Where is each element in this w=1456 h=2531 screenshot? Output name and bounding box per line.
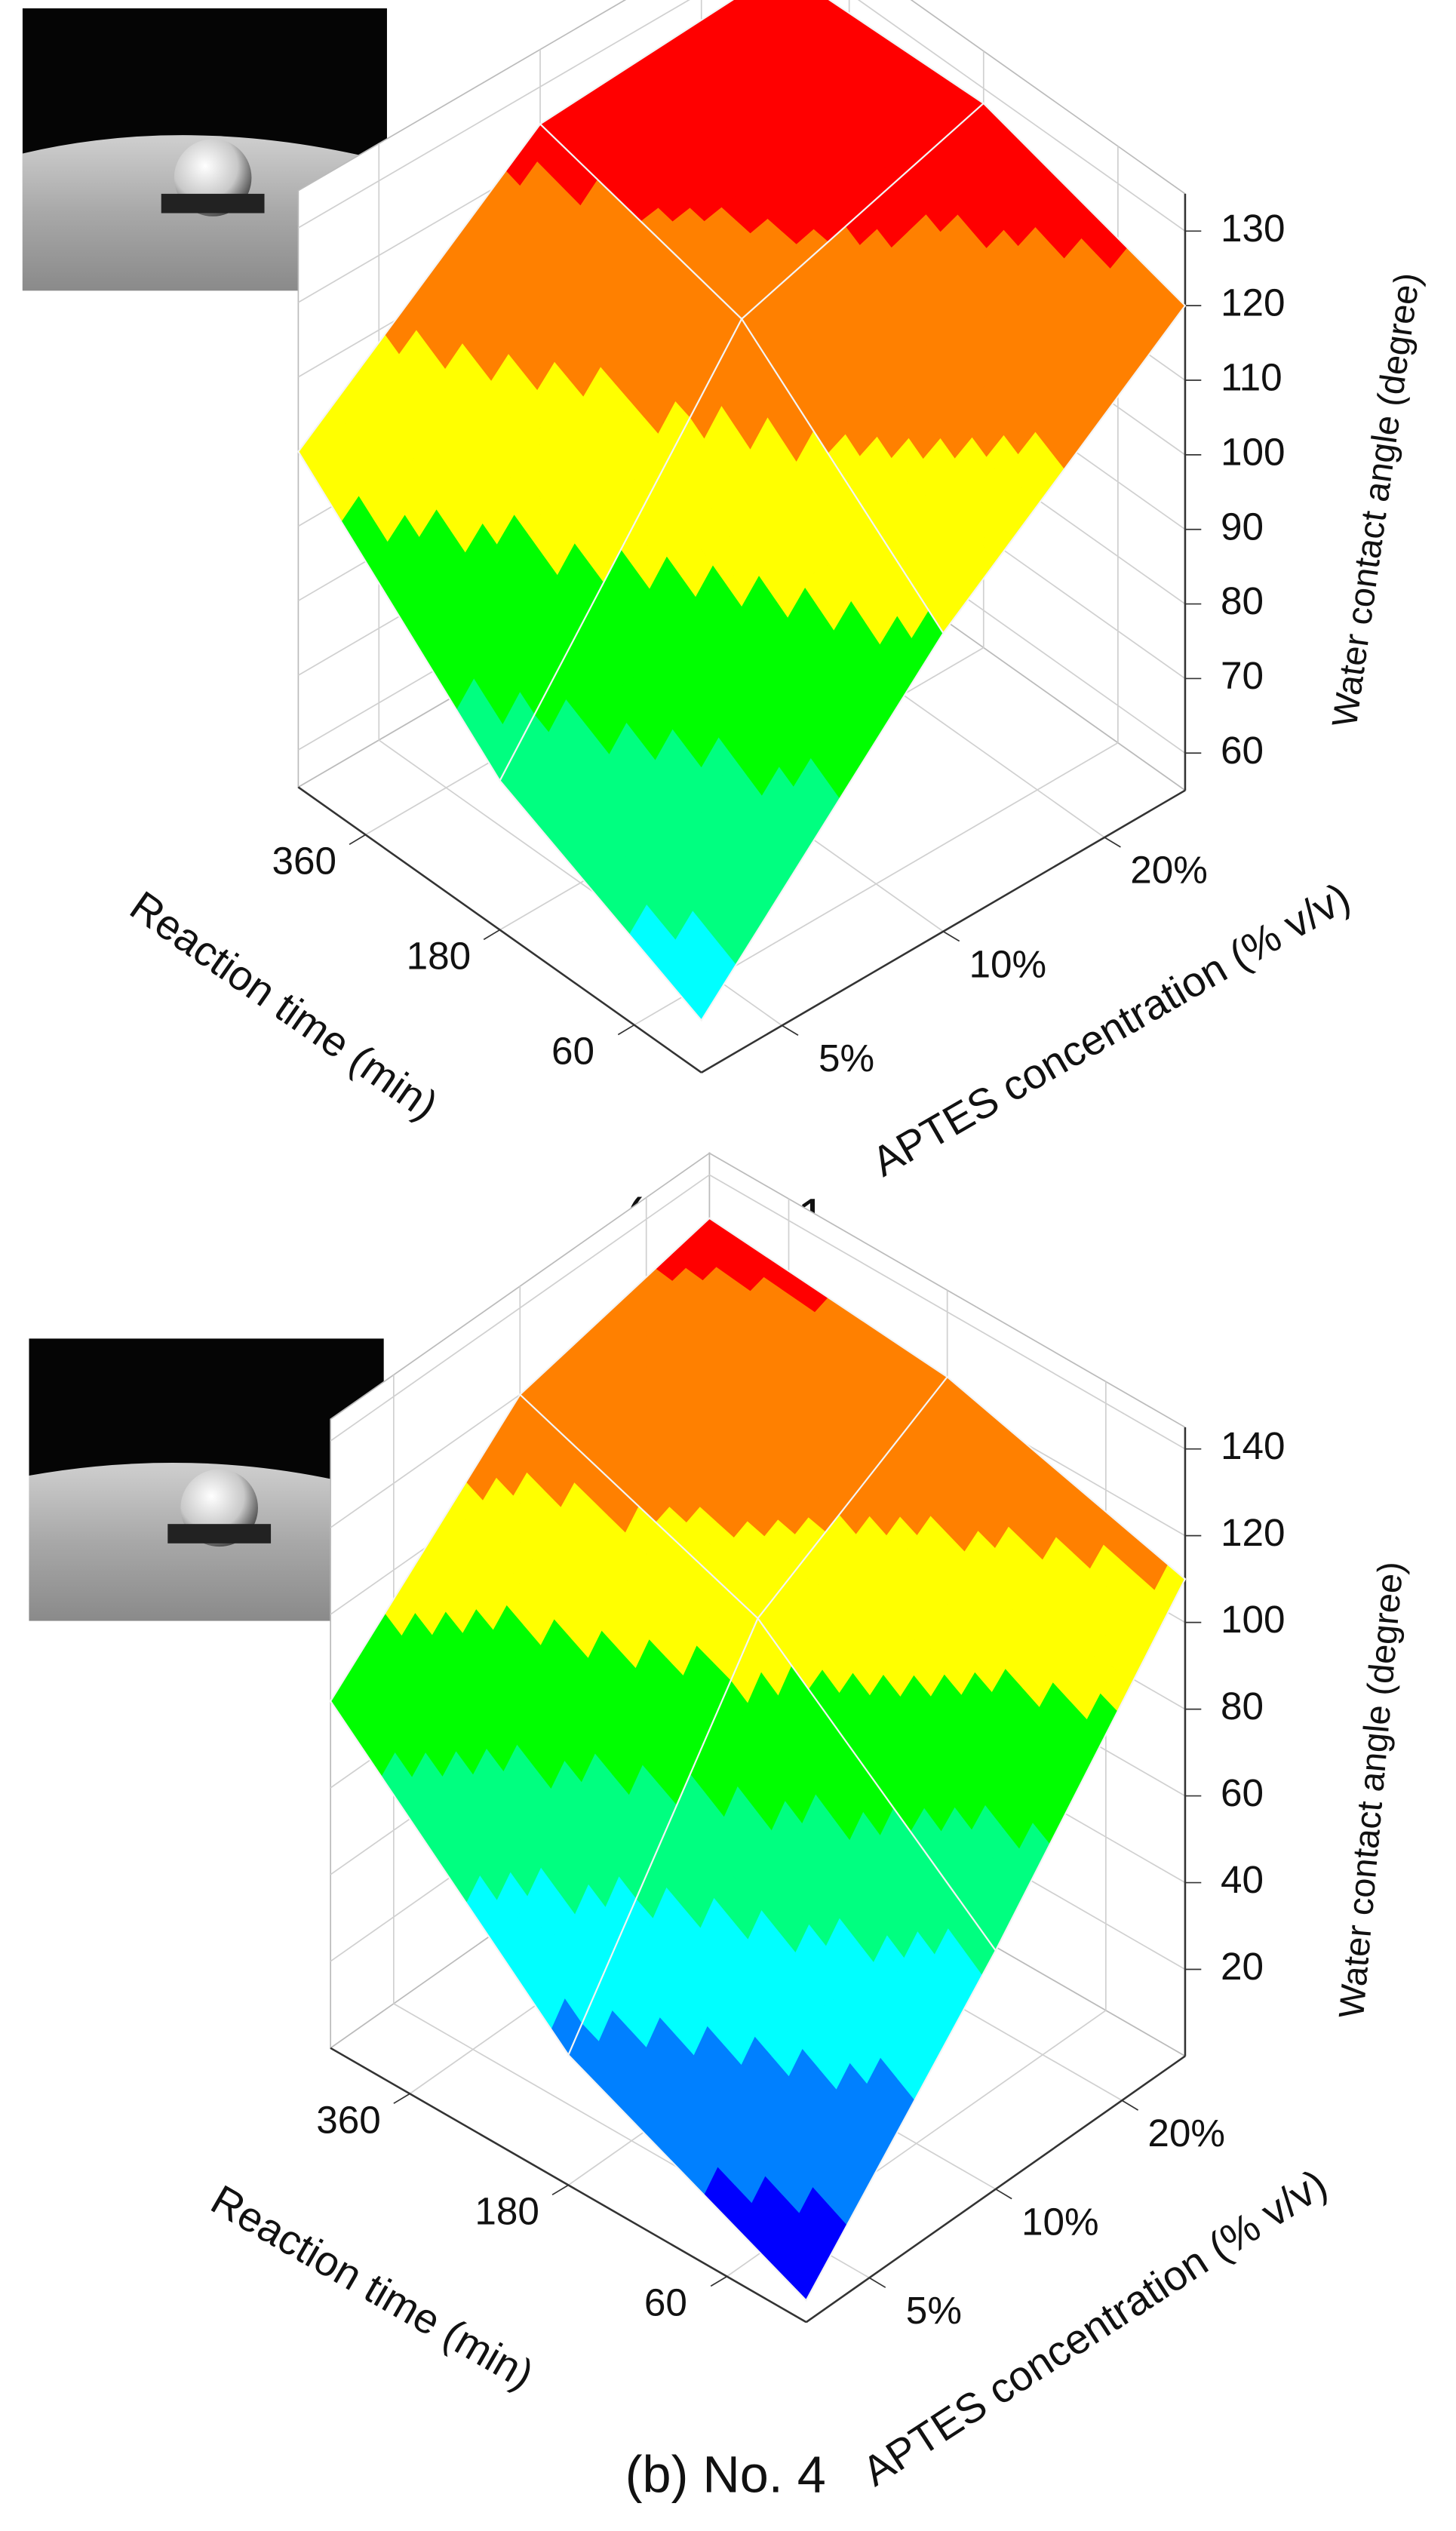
x-axis bbox=[297, 786, 702, 1074]
x-tick-label: 360 bbox=[272, 839, 336, 882]
x-tick bbox=[551, 2184, 569, 2196]
y-tick-label: 20% bbox=[1130, 849, 1208, 892]
y-tick bbox=[782, 1024, 799, 1036]
z-tick-label: 20 bbox=[1221, 1945, 1264, 1988]
x-tick-label: 60 bbox=[644, 2281, 687, 2324]
x-tick-label: 60 bbox=[551, 1030, 594, 1073]
z-grid-line bbox=[297, 0, 1186, 232]
surface-mesh bbox=[567, 1617, 997, 2302]
panel-caption: (b) No. 4 bbox=[625, 2447, 826, 2504]
inset-photo bbox=[29, 1338, 384, 1621]
surface-cell bbox=[329, 1393, 759, 2057]
z-tick-label: 100 bbox=[1221, 1598, 1286, 1641]
y-axis bbox=[701, 789, 1186, 1074]
surface-cell bbox=[539, 0, 985, 321]
y-tick bbox=[1104, 837, 1121, 848]
z-tick-label: 80 bbox=[1221, 579, 1264, 622]
surface-chart: 60 180 360 5% 10% 20% 60 70 80 90 100 110 120 130 Reac… bbox=[121, 0, 1427, 1246]
z-grid-line bbox=[330, 1174, 1186, 1450]
y-tick-label: 5% bbox=[906, 2289, 962, 2332]
z-axis-title: Water contact angle (degree) bbox=[1324, 270, 1427, 730]
x-tick bbox=[349, 834, 366, 846]
surface-mesh bbox=[499, 317, 945, 1022]
x-tick bbox=[483, 929, 501, 941]
surface-cell bbox=[740, 102, 1187, 635]
surface-chart: 601803605%10%20%20406080100120140Reactio… bbox=[204, 1151, 1411, 2504]
z-tick-label: 60 bbox=[1221, 1771, 1264, 1814]
y-tick bbox=[942, 930, 960, 942]
z-tick-label: 120 bbox=[1221, 281, 1286, 324]
x-tick-label: 180 bbox=[407, 935, 472, 978]
z-tick-label: 100 bbox=[1221, 430, 1286, 473]
x-axis-title: Reaction time (min) bbox=[121, 882, 446, 1129]
surface-cell bbox=[567, 1617, 997, 2302]
inset-photo bbox=[22, 8, 387, 291]
z-tick-label: 120 bbox=[1221, 1511, 1286, 1554]
y-tick bbox=[868, 2277, 886, 2288]
z-tick-label: 140 bbox=[1221, 1424, 1286, 1467]
y-tick-label: 10% bbox=[1021, 2200, 1099, 2243]
y-tick-label: 5% bbox=[819, 1037, 874, 1080]
z-tick-label: 60 bbox=[1221, 729, 1264, 772]
z-tick-label: 80 bbox=[1221, 1685, 1264, 1728]
z-tick-label: 110 bbox=[1221, 356, 1282, 399]
y-tick bbox=[1121, 2099, 1139, 2111]
x-axis bbox=[330, 2047, 807, 2324]
surface-cell bbox=[757, 1375, 1187, 1952]
z-tick-label: 130 bbox=[1221, 207, 1286, 250]
y-axis bbox=[805, 2055, 1186, 2324]
x-tick-label: 360 bbox=[316, 2098, 381, 2141]
charts: 60 180 360 5% 10% 20% 60 70 80 90 100 110 120 130 Reac… bbox=[121, 0, 1427, 2504]
x-tick bbox=[710, 2275, 728, 2287]
z-axis-title: Water contact angle (degree) bbox=[1331, 1560, 1411, 2020]
y-tick-label: 10% bbox=[969, 942, 1047, 985]
x-tick bbox=[393, 2093, 410, 2104]
surface-cell bbox=[297, 122, 743, 783]
y-tick-label: 20% bbox=[1147, 2112, 1225, 2155]
z-tick-label: 90 bbox=[1221, 505, 1264, 548]
surface-cell bbox=[499, 317, 945, 1022]
x-tick bbox=[617, 1024, 635, 1036]
z-tick-label: 70 bbox=[1221, 654, 1264, 697]
y-tick bbox=[995, 2189, 1012, 2200]
x-tick-label: 180 bbox=[475, 2189, 539, 2232]
z-tick-label: 40 bbox=[1221, 1858, 1264, 1901]
